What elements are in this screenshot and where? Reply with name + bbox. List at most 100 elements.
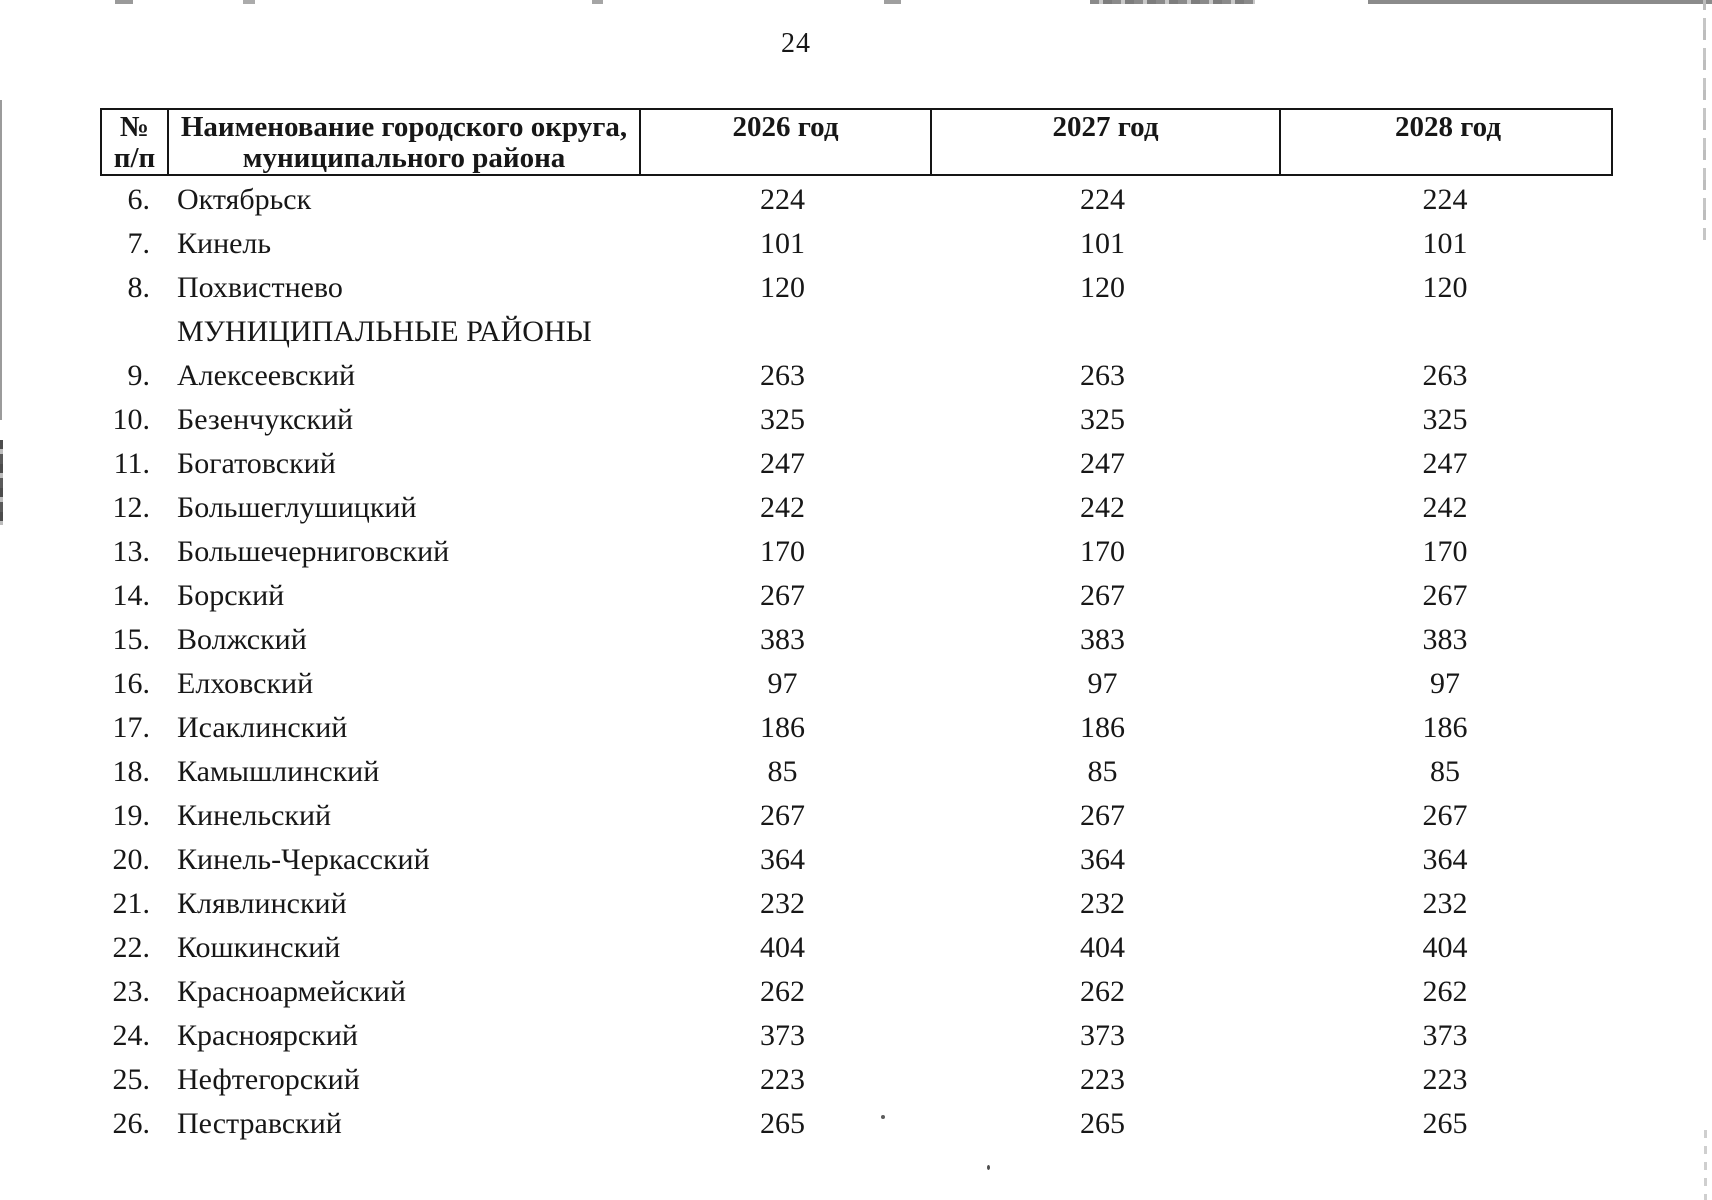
table-row: 16. Елховский 97 97 97 xyxy=(100,662,1613,706)
row-value-2027: 186 xyxy=(1080,711,1125,744)
table-row: 22. Кошкинский 404 404 404 xyxy=(100,926,1613,970)
row-number: 11. xyxy=(113,447,150,480)
row-name: Борский xyxy=(177,579,285,612)
table-row: 17. Исаклинский 186 186 186 xyxy=(100,706,1613,750)
header-year-2028: 2028 год xyxy=(1279,110,1615,174)
row-value-2027: 263 xyxy=(1080,359,1125,392)
row-number: 15. xyxy=(112,623,151,656)
row-value-2027: 120 xyxy=(1080,271,1125,304)
section-title: МУНИЦИПАЛЬНЫЕ РАЙОНЫ xyxy=(177,315,592,348)
scan-artifact xyxy=(1090,0,1255,4)
row-value-2026: 101 xyxy=(760,227,805,260)
row-value-2028: 267 xyxy=(1422,579,1468,612)
row-value-2028: 223 xyxy=(1422,1063,1468,1096)
row-value-2028: 224 xyxy=(1422,183,1468,216)
row-name: Безенчукский xyxy=(177,403,354,436)
row-number: 22. xyxy=(112,931,151,964)
row-value-2028: 263 xyxy=(1422,359,1468,392)
table-row: 26. Пестравский 265 265 265 xyxy=(100,1102,1613,1146)
scan-artifact xyxy=(1704,1130,1707,1200)
row-value-2027: 224 xyxy=(1080,183,1125,216)
row-value-2026: 325 xyxy=(760,403,805,436)
row-value-2026: 85 xyxy=(767,755,798,788)
row-value-2026: 247 xyxy=(760,447,805,480)
row-number: 16. xyxy=(112,667,151,700)
row-value-2027: 85 xyxy=(1087,755,1118,788)
row-value-2026: 242 xyxy=(760,491,805,524)
table-row: 15. Волжский 383 383 383 xyxy=(100,618,1613,662)
row-number: 19. xyxy=(112,799,151,832)
row-number: 14. xyxy=(112,579,151,612)
row-value-2027: 325 xyxy=(1080,403,1125,436)
row-value-2028: 262 xyxy=(1422,975,1468,1008)
row-value-2027: 383 xyxy=(1080,623,1125,656)
row-value-2026: 265 xyxy=(760,1107,805,1140)
table-row: 21. Клявлинский 232 232 232 xyxy=(100,882,1613,926)
row-number: 23. xyxy=(112,975,151,1008)
row-value-2026: 383 xyxy=(760,623,805,656)
row-number: 12. xyxy=(112,491,151,524)
row-value-2028: 242 xyxy=(1422,491,1468,524)
scan-artifact xyxy=(1703,0,1706,240)
row-name: Похвистнево xyxy=(177,271,343,304)
row-name: Кинельский xyxy=(177,799,332,832)
table-row: 9. Алексеевский 263 263 263 xyxy=(100,354,1613,398)
table-row: 24. Красноярский 373 373 373 xyxy=(100,1014,1613,1058)
row-number: 6. xyxy=(127,183,151,216)
row-number: 7. xyxy=(127,227,151,260)
table-body: 6. Октябрьск 224 224 224 7. Кинель 101 1… xyxy=(100,176,1613,1146)
row-value-2027: 101 xyxy=(1080,227,1125,260)
header-name-line2: муниципального района xyxy=(242,142,566,174)
header-year-2027: 2027 год xyxy=(930,110,1279,174)
row-number: 18. xyxy=(112,755,151,788)
table-row: 18. Камышлинский 85 85 85 xyxy=(100,750,1613,794)
row-number: 20. xyxy=(112,843,151,876)
row-number: 25. xyxy=(112,1063,151,1096)
table-row: 19. Кинельский 267 267 267 xyxy=(100,794,1613,838)
row-value-2028: 101 xyxy=(1422,227,1468,260)
table-row: 8. Похвистнево 120 120 120 xyxy=(100,266,1613,310)
row-value-2026: 404 xyxy=(760,931,805,964)
row-number: 21. xyxy=(112,887,151,920)
scan-artifact xyxy=(884,0,901,4)
row-name: Октябрьск xyxy=(177,183,312,216)
row-name: Елховский xyxy=(177,667,314,700)
row-value-2027: 267 xyxy=(1080,579,1125,612)
row-value-2028: 85 xyxy=(1430,755,1460,788)
header-num: № п/п xyxy=(102,110,167,174)
row-name: Пестравский xyxy=(177,1107,342,1140)
row-value-2027: 97 xyxy=(1087,667,1118,700)
row-value-2027: 247 xyxy=(1080,447,1125,480)
row-number: 13. xyxy=(112,535,151,568)
row-value-2027: 232 xyxy=(1080,887,1125,920)
row-value-2026: 262 xyxy=(760,975,805,1008)
table-row: 11. Богатовский 247 247 247 xyxy=(100,442,1613,486)
row-number: 8. xyxy=(127,271,151,304)
row-name: Камышлинский xyxy=(177,755,380,788)
row-value-2027: 404 xyxy=(1080,931,1125,964)
row-value-2027: 223 xyxy=(1080,1063,1125,1096)
row-value-2026: 223 xyxy=(760,1063,805,1096)
row-value-2026: 186 xyxy=(760,711,805,744)
row-value-2026: 267 xyxy=(760,579,805,612)
table-section-row: МУНИЦИПАЛЬНЫЕ РАЙОНЫ xyxy=(100,310,1613,354)
row-value-2027: 364 xyxy=(1080,843,1125,876)
row-number: 26. xyxy=(112,1107,151,1140)
row-number: 24. xyxy=(112,1019,151,1052)
table-header-row: № п/п Наименование городского округа, му… xyxy=(100,108,1613,176)
row-value-2028: 325 xyxy=(1422,403,1468,436)
row-name: Кинель xyxy=(177,227,272,260)
scan-artifact xyxy=(0,440,3,525)
row-value-2026: 364 xyxy=(760,843,805,876)
table-row: 10. Безенчукский 325 325 325 xyxy=(100,398,1613,442)
row-name: Красноармейский xyxy=(177,975,406,1008)
row-value-2026: 120 xyxy=(760,271,805,304)
row-value-2027: 170 xyxy=(1080,535,1125,568)
row-name: Большечерниговский xyxy=(177,535,450,568)
row-number: 17. xyxy=(112,711,151,744)
row-name: Богатовский xyxy=(177,447,336,480)
row-value-2028: 364 xyxy=(1422,843,1468,876)
row-value-2028: 404 xyxy=(1422,931,1468,964)
row-name: Волжский xyxy=(177,623,307,656)
row-value-2027: 262 xyxy=(1080,975,1125,1008)
